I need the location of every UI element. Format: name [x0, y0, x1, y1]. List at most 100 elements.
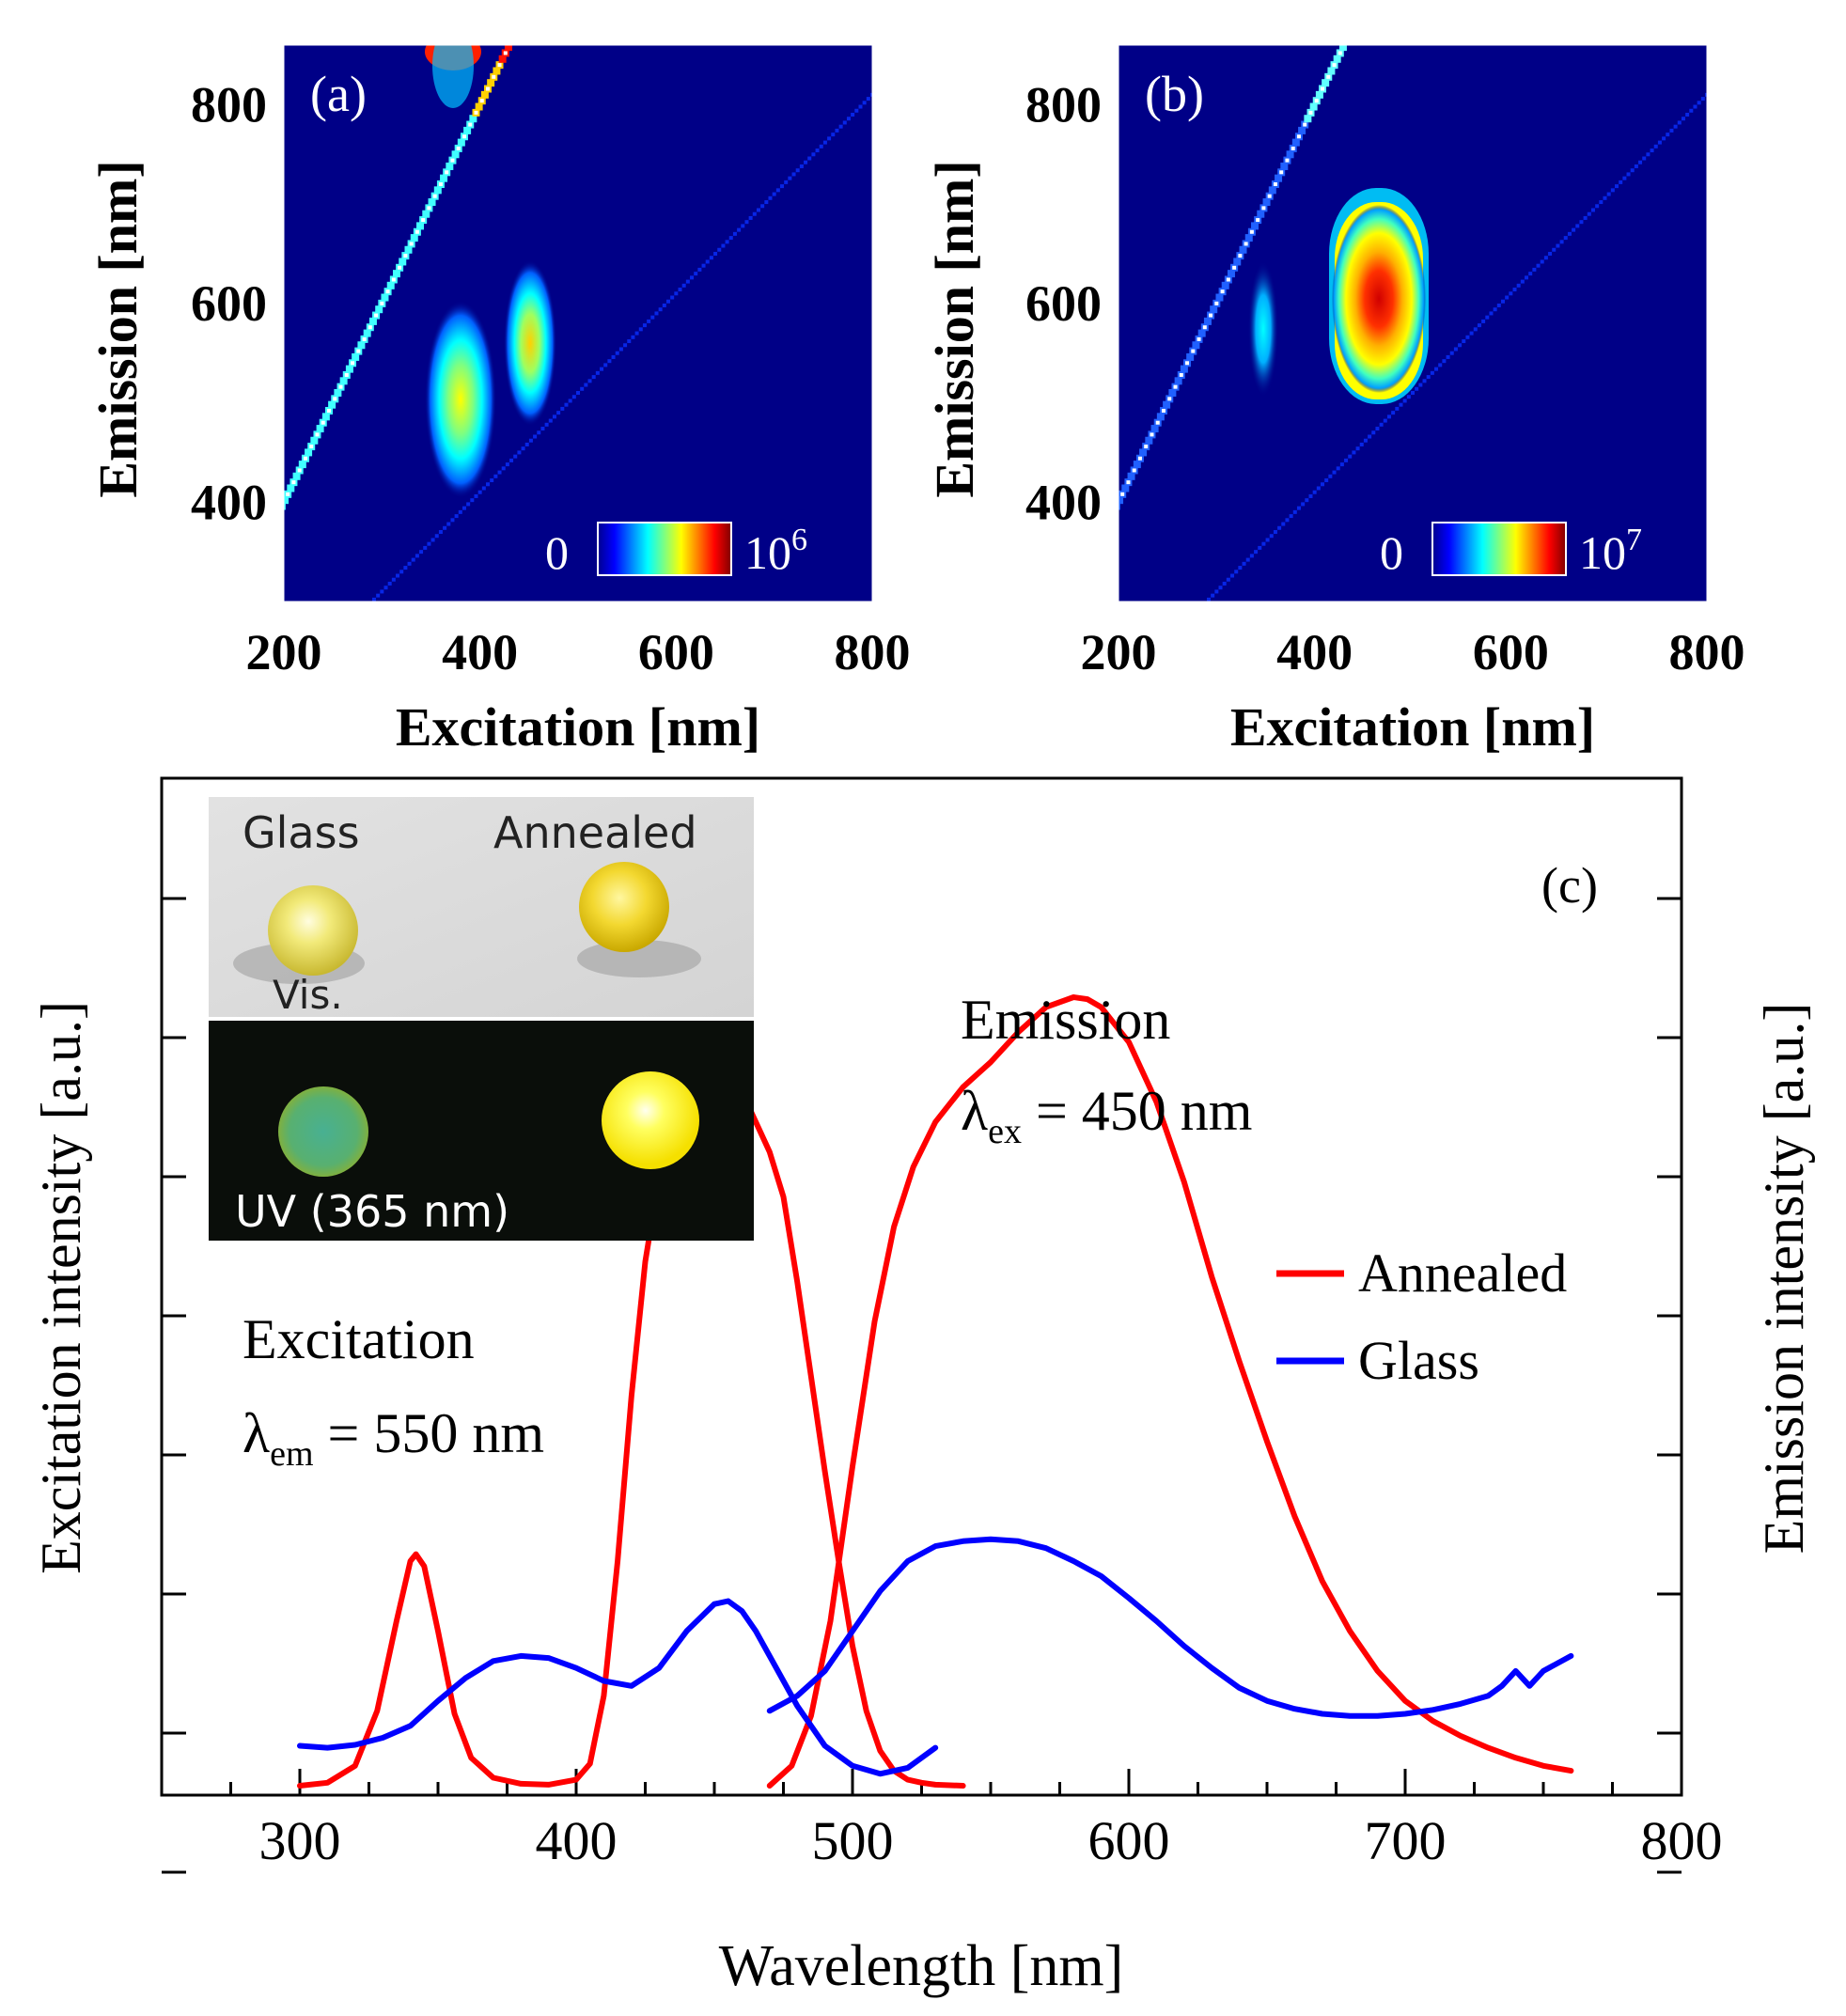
first-order-mark	[509, 458, 514, 462]
first-order-mark	[1211, 593, 1215, 598]
second-order-mark	[1244, 234, 1253, 242]
panel-a-peak-2	[504, 260, 556, 426]
first-order-mark	[1399, 402, 1403, 407]
first-order-mark	[1242, 561, 1246, 566]
second-order-mark	[284, 496, 289, 505]
second-order-mark	[1163, 400, 1171, 409]
first-order-mark	[1732, 65, 1736, 69]
first-order-mark	[1395, 406, 1400, 411]
first-order-mark	[521, 446, 525, 451]
second-order-mark-highlight	[468, 122, 473, 127]
first-order-mark	[815, 148, 820, 153]
second-order-mark	[375, 305, 383, 314]
first-order-mark	[411, 557, 415, 562]
first-order-mark	[603, 363, 608, 367]
first-order-mark	[1418, 383, 1423, 387]
second-order-mark-highlight	[251, 564, 255, 568]
second-order-mark	[1168, 389, 1177, 397]
second-order-mark	[252, 556, 259, 564]
first-order-mark	[799, 164, 804, 168]
second-order-mark-highlight	[1126, 480, 1131, 485]
first-order-mark	[1206, 597, 1211, 602]
first-order-mark	[831, 133, 836, 137]
first-order-mark	[1344, 458, 1349, 462]
second-order-mark-highlight	[233, 600, 237, 603]
panel-a-xlabel: Excitation [nm]	[396, 696, 760, 758]
second-order-mark	[1257, 210, 1265, 218]
inset-annealed-bead-visible	[579, 862, 669, 952]
second-order-mark	[1291, 138, 1300, 147]
inset-annealed-bead-uv	[602, 1071, 699, 1169]
second-order-mark	[310, 436, 319, 445]
second-order-mark	[1333, 55, 1341, 63]
first-order-mark	[665, 299, 670, 304]
second-order-mark-highlight	[1303, 122, 1307, 127]
first-order-mark	[638, 327, 643, 332]
legend: Annealed Glass	[1276, 1242, 1567, 1391]
first-order-mark	[1308, 493, 1313, 498]
first-order-mark	[1328, 474, 1333, 478]
second-order-mark-highlight	[1332, 63, 1337, 68]
second-order-mark	[260, 539, 268, 546]
second-order-mark	[1119, 502, 1120, 510]
second-order-mark-highlight	[333, 397, 337, 401]
panel-a-x-tick-label: 800	[835, 624, 911, 680]
first-order-mark	[1725, 73, 1729, 77]
first-order-mark	[842, 120, 847, 125]
second-order-mark-highlight	[398, 265, 402, 270]
second-order-mark-highlight	[432, 194, 437, 198]
second-order-mark-highlight	[1137, 456, 1142, 461]
first-order-mark	[1662, 136, 1666, 141]
first-order-mark	[1245, 557, 1250, 562]
first-order-mark	[1603, 195, 1607, 200]
second-order-mark	[249, 562, 257, 570]
first-order-mark	[886, 77, 890, 81]
second-order-mark	[493, 67, 501, 75]
second-order-mark	[357, 341, 366, 350]
first-order-mark	[591, 375, 596, 380]
first-order-mark	[647, 319, 651, 323]
second-order-mark-highlight	[1226, 277, 1230, 282]
first-order-mark	[528, 438, 533, 443]
panel-c-xlabel: Wavelength [nm]	[719, 1934, 1124, 1998]
first-order-mark	[705, 259, 710, 264]
second-order-mark-highlight	[1314, 99, 1319, 103]
first-order-mark	[1700, 97, 1705, 102]
first-order-mark	[662, 303, 666, 307]
first-order-mark	[1383, 418, 1387, 423]
first-order-mark	[1606, 192, 1611, 196]
second-order-mark	[446, 162, 454, 170]
second-order-mark-highlight	[1091, 552, 1095, 555]
first-order-mark	[1269, 534, 1274, 539]
first-order-mark	[576, 391, 580, 395]
second-order-mark	[1119, 496, 1124, 505]
second-order-mark	[1197, 329, 1206, 337]
second-order-mark-highlight	[1220, 289, 1225, 294]
second-order-mark-highlight	[351, 361, 355, 366]
first-order-mark	[1430, 370, 1434, 375]
second-order-mark	[1327, 67, 1336, 75]
first-order-mark	[391, 577, 396, 582]
first-order-mark	[764, 200, 769, 205]
second-order-mark-highlight	[450, 158, 455, 163]
second-order-mark-highlight	[503, 51, 508, 55]
second-order-mark-highlight	[1150, 432, 1154, 437]
second-order-mark	[1268, 186, 1276, 195]
panel-c-x-tick-label: 600	[1088, 1810, 1170, 1871]
first-order-mark	[584, 383, 588, 387]
first-order-mark	[788, 176, 792, 180]
second-order-mark	[1275, 174, 1283, 182]
second-order-mark	[1322, 79, 1330, 87]
first-order-mark	[1685, 113, 1690, 117]
first-order-mark	[474, 493, 478, 498]
first-order-mark	[1543, 256, 1548, 260]
first-order-mark	[1610, 188, 1615, 193]
second-order-mark	[284, 502, 286, 510]
first-order-mark	[756, 208, 760, 212]
inset-annealed-label: Annealed	[493, 807, 697, 858]
second-order-mark	[292, 472, 301, 480]
first-order-mark	[811, 152, 816, 157]
second-order-mark	[463, 126, 472, 134]
first-order-mark	[634, 331, 639, 336]
second-order-mark	[321, 413, 330, 421]
